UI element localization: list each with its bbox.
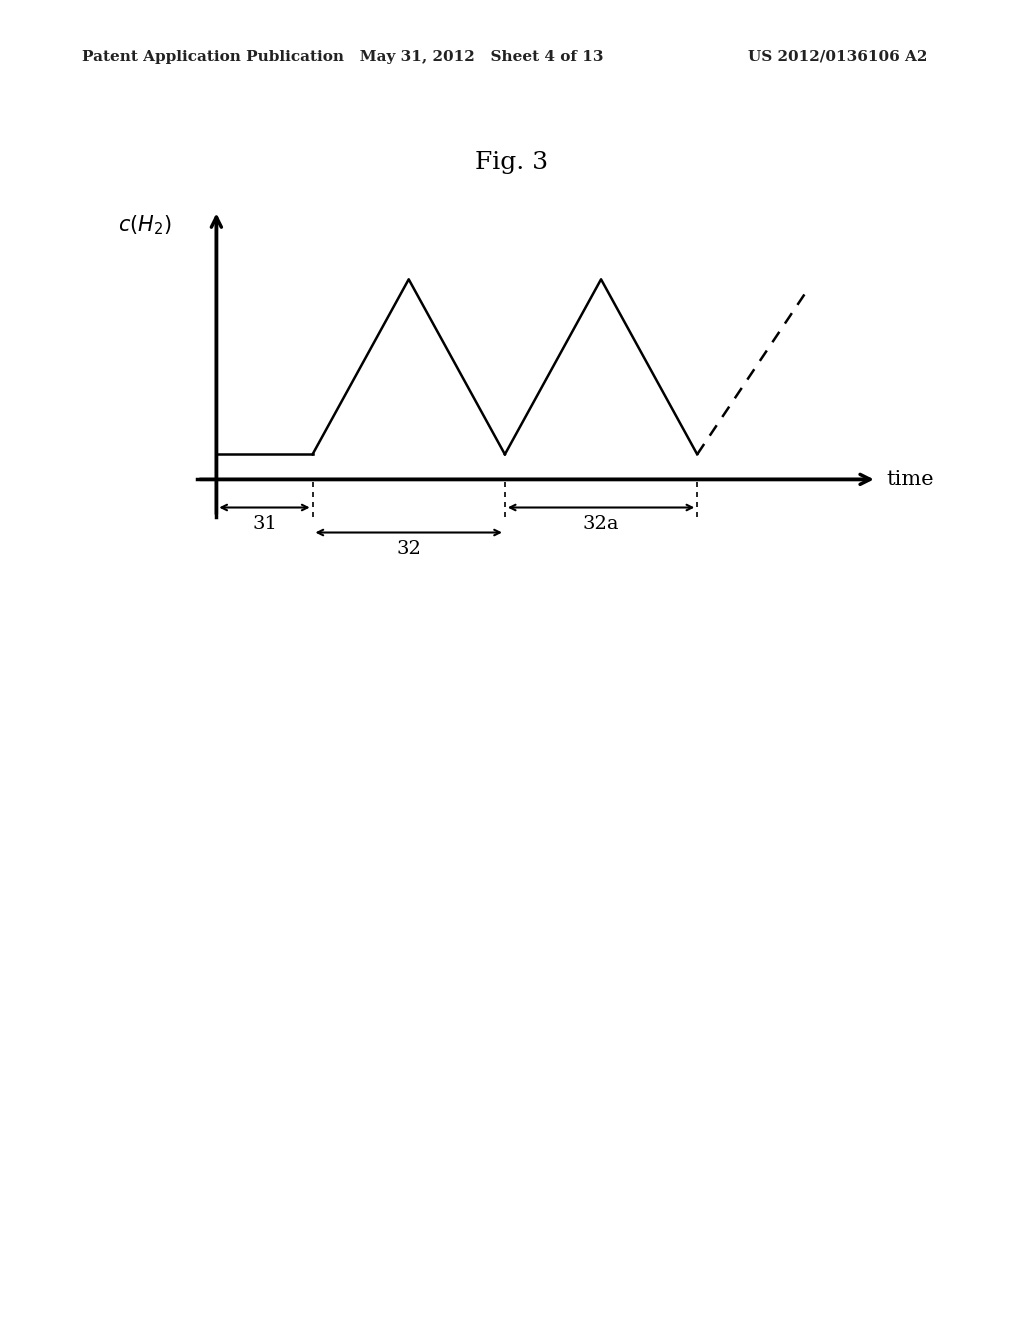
Text: $c(H_2)$: $c(H_2)$ [118, 214, 171, 238]
Text: 32a: 32a [583, 515, 620, 533]
Text: 31: 31 [252, 515, 276, 533]
Text: time: time [887, 470, 934, 488]
Text: Patent Application Publication   May 31, 2012   Sheet 4 of 13: Patent Application Publication May 31, 2… [82, 50, 603, 63]
Text: 32: 32 [396, 540, 421, 558]
Text: Fig. 3: Fig. 3 [475, 150, 549, 174]
Text: US 2012/0136106 A2: US 2012/0136106 A2 [748, 50, 927, 63]
